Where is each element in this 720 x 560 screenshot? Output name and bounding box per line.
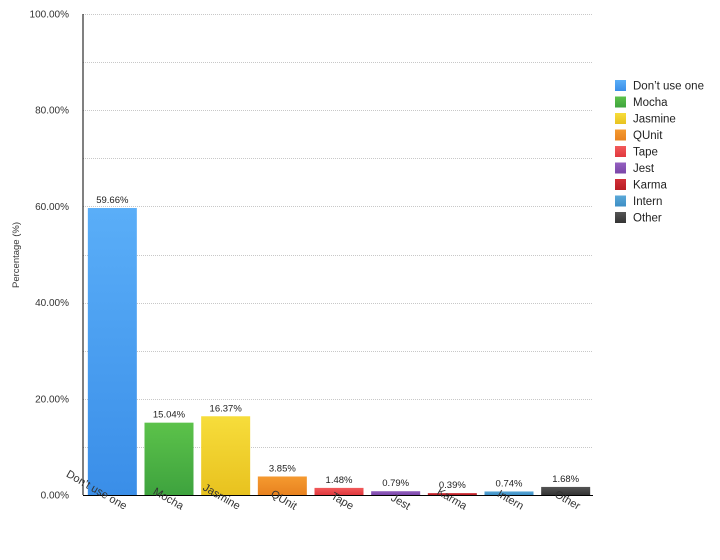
legend-label: Intern — [633, 196, 662, 208]
y-tick-label: 80.00% — [35, 106, 69, 117]
bar — [257, 476, 307, 495]
bar — [484, 491, 534, 495]
bar — [427, 493, 477, 495]
y-tick-label: 40.00% — [35, 298, 69, 309]
legend-label: Other — [633, 213, 662, 225]
data-label: 0.74% — [496, 478, 523, 489]
data-label: 59.66% — [96, 195, 129, 206]
y-axis-label: Percentage (%) — [11, 222, 22, 288]
bar — [371, 491, 421, 495]
bar — [201, 416, 251, 495]
grid-lines — [83, 14, 593, 448]
legend-swatch — [615, 129, 626, 141]
y-tick-labels: 0.00% 20.00% 40.00% 60.00% 80.00% 100.00% — [30, 10, 70, 502]
legend-swatch — [615, 179, 626, 190]
bar — [87, 208, 137, 495]
legend-label: Karma — [633, 180, 667, 192]
bars — [87, 208, 591, 495]
y-tick-label: 0.00% — [41, 491, 69, 502]
legend-label: Jest — [633, 163, 655, 175]
y-tick-label: 20.00% — [35, 394, 69, 405]
data-labels: 59.66% 15.04% 16.37% 3.85% 1.48% 0.79% 0.39% 0.… — [96, 195, 579, 491]
data-label: 0.79% — [382, 478, 409, 489]
bar — [541, 486, 591, 495]
legend-label: Don’t use one — [633, 81, 704, 93]
legend-swatch — [615, 96, 626, 108]
legend-swatch — [615, 195, 626, 207]
legend-swatch — [615, 162, 626, 174]
legend-swatch — [615, 146, 626, 157]
legend-swatch — [615, 113, 626, 124]
y-tick-label: 60.00% — [35, 202, 69, 213]
data-label: 1.68% — [552, 474, 579, 485]
legend-label: Jasmine — [633, 114, 676, 126]
data-label: 16.37% — [210, 403, 243, 414]
legend-label: QUnit — [633, 130, 663, 142]
bar — [314, 487, 364, 495]
y-tick-label: 100.00% — [30, 10, 70, 21]
axes — [82, 14, 593, 496]
legend-swatch — [615, 80, 626, 91]
legend-label: Mocha — [633, 97, 668, 109]
data-label: 3.85% — [269, 463, 296, 474]
data-label: 0.39% — [439, 480, 466, 491]
legend: Don’t use one Mocha Jasmine QUnit Tape Jest Ka… — [615, 80, 704, 225]
data-label: 15.04% — [153, 410, 186, 421]
data-label: 1.48% — [326, 475, 353, 486]
legend-swatch — [615, 212, 626, 223]
bar — [144, 422, 194, 495]
legend-label: Tape — [633, 147, 658, 159]
